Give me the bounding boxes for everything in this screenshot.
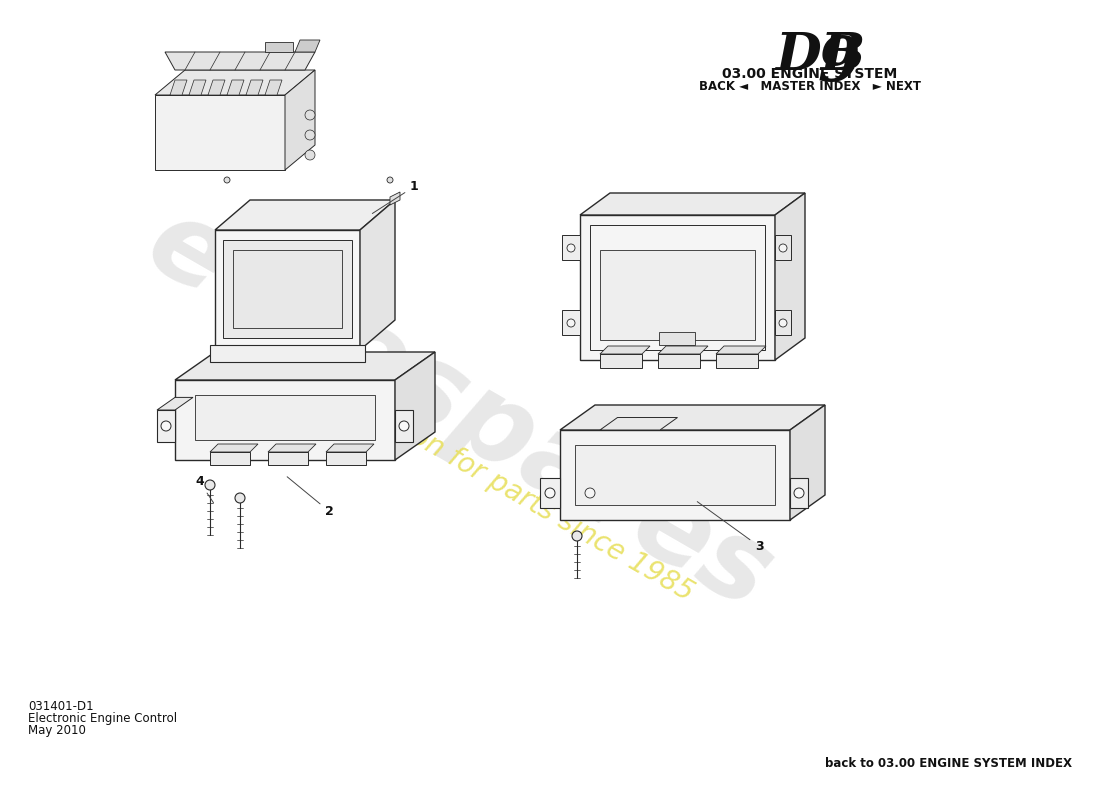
Circle shape: [544, 488, 556, 498]
Circle shape: [305, 130, 315, 140]
Polygon shape: [716, 354, 758, 368]
Polygon shape: [540, 478, 560, 508]
Circle shape: [205, 480, 214, 490]
Circle shape: [235, 493, 245, 503]
Polygon shape: [790, 405, 825, 520]
Text: 03.00 ENGINE SYSTEM: 03.00 ENGINE SYSTEM: [723, 67, 898, 81]
Polygon shape: [395, 352, 434, 460]
Circle shape: [779, 319, 786, 327]
Polygon shape: [326, 444, 374, 452]
Text: Electronic Engine Control: Electronic Engine Control: [28, 712, 177, 725]
Polygon shape: [560, 430, 790, 520]
Text: BACK ◄   MASTER INDEX   ► NEXT: BACK ◄ MASTER INDEX ► NEXT: [698, 80, 921, 93]
Polygon shape: [223, 240, 352, 338]
Polygon shape: [157, 410, 175, 442]
Text: 3: 3: [697, 502, 763, 553]
Polygon shape: [233, 250, 342, 328]
Text: 9: 9: [818, 34, 860, 94]
Text: back to 03.00 ENGINE SYSTEM INDEX: back to 03.00 ENGINE SYSTEM INDEX: [825, 757, 1072, 770]
Polygon shape: [175, 352, 434, 380]
Polygon shape: [208, 80, 226, 95]
Text: May 2010: May 2010: [28, 724, 86, 737]
Polygon shape: [155, 95, 285, 170]
Polygon shape: [790, 478, 808, 508]
Polygon shape: [295, 40, 320, 52]
Polygon shape: [575, 445, 776, 505]
Polygon shape: [246, 80, 263, 95]
Polygon shape: [268, 452, 308, 465]
Circle shape: [794, 488, 804, 498]
Polygon shape: [580, 193, 805, 215]
Circle shape: [387, 177, 393, 183]
Polygon shape: [285, 70, 315, 170]
Circle shape: [224, 177, 230, 183]
Circle shape: [399, 421, 409, 431]
Polygon shape: [580, 215, 776, 360]
Polygon shape: [658, 354, 700, 368]
Polygon shape: [268, 444, 316, 452]
Circle shape: [305, 110, 315, 120]
Text: eurospares: eurospares: [129, 188, 791, 632]
Text: 1: 1: [372, 180, 419, 214]
Polygon shape: [210, 444, 258, 452]
Circle shape: [585, 488, 595, 498]
Polygon shape: [776, 235, 791, 260]
Polygon shape: [214, 230, 360, 350]
Polygon shape: [210, 345, 365, 362]
Polygon shape: [265, 42, 293, 52]
Text: 2: 2: [287, 477, 333, 518]
Polygon shape: [157, 398, 192, 410]
Polygon shape: [659, 332, 695, 345]
Circle shape: [566, 244, 575, 252]
Text: 4: 4: [195, 475, 213, 502]
Polygon shape: [360, 200, 395, 350]
Polygon shape: [170, 80, 187, 95]
Polygon shape: [776, 193, 805, 360]
Text: a passion for parts since 1985: a passion for parts since 1985: [321, 373, 698, 607]
Polygon shape: [600, 346, 650, 354]
Circle shape: [305, 150, 315, 160]
Polygon shape: [195, 395, 375, 440]
Polygon shape: [600, 354, 642, 368]
Polygon shape: [562, 310, 580, 335]
Polygon shape: [189, 80, 206, 95]
Polygon shape: [214, 200, 395, 230]
Circle shape: [572, 531, 582, 541]
Polygon shape: [175, 380, 395, 460]
Text: 031401-D1: 031401-D1: [28, 700, 94, 713]
Polygon shape: [390, 192, 400, 205]
Circle shape: [161, 421, 170, 431]
Polygon shape: [716, 346, 766, 354]
Polygon shape: [658, 346, 708, 354]
Polygon shape: [562, 235, 580, 260]
Polygon shape: [210, 452, 250, 465]
Polygon shape: [776, 310, 791, 335]
Polygon shape: [165, 52, 315, 70]
Circle shape: [779, 244, 786, 252]
Text: DB: DB: [776, 30, 866, 81]
Polygon shape: [560, 405, 825, 430]
Polygon shape: [600, 418, 678, 430]
Polygon shape: [395, 410, 412, 442]
Polygon shape: [326, 452, 366, 465]
Polygon shape: [155, 70, 315, 95]
Polygon shape: [600, 250, 755, 340]
Circle shape: [566, 319, 575, 327]
Polygon shape: [227, 80, 244, 95]
Polygon shape: [265, 80, 282, 95]
